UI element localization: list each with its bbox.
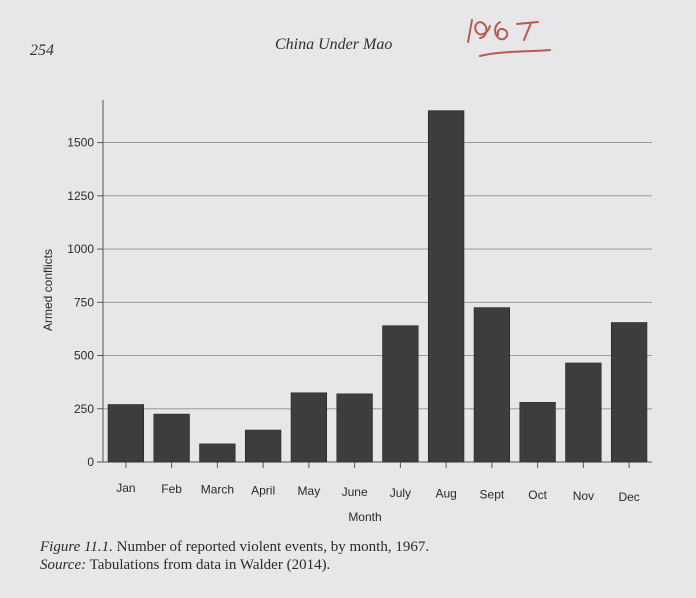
- x-tick-label: Dec: [618, 490, 639, 504]
- caption: Figure 11.1. Number of reported violent …: [40, 538, 660, 574]
- bar: [107, 404, 145, 463]
- y-tick-label: 1500: [67, 136, 94, 150]
- bar: [427, 110, 465, 463]
- running-head: China Under Mao: [275, 36, 393, 53]
- bars: [107, 110, 648, 463]
- x-tick-label: May: [298, 484, 321, 498]
- page-number: 254: [30, 42, 54, 59]
- bar: [244, 429, 282, 463]
- figure-caption-text: Number of reported violent events, by mo…: [116, 539, 430, 555]
- x-tick-label: Sept: [480, 487, 505, 501]
- grid-lines: [103, 142, 652, 410]
- bar: [336, 393, 373, 463]
- bar: [473, 307, 511, 463]
- bar: [565, 362, 602, 463]
- source-caption-text: Tabulations from data in Walder (2014).: [89, 557, 331, 573]
- bar: [382, 325, 419, 463]
- y-tick-label: 1250: [67, 189, 94, 203]
- handwritten-note: [467, 19, 551, 57]
- y-tick-label: 0: [87, 455, 94, 469]
- x-tick-label: March: [201, 483, 234, 497]
- x-tick-label: Oct: [528, 488, 547, 502]
- x-tick-label: July: [390, 486, 411, 500]
- x-tick-label: Jan: [116, 481, 135, 495]
- figure-label: Figure 11.1.: [40, 539, 113, 555]
- bar: [153, 413, 190, 463]
- y-tick-label: 750: [74, 295, 94, 309]
- x-tick-label: June: [342, 485, 368, 499]
- figure-caption-line: Figure 11.1. Number of reported violent …: [40, 538, 660, 556]
- y-tick-label: 1000: [67, 242, 94, 256]
- bar: [610, 322, 648, 463]
- y-axis: 0 250 500 750 1000 1250 1500: [67, 100, 104, 469]
- bar: [199, 443, 236, 463]
- y-axis-title: Armed conflicts: [41, 249, 55, 331]
- x-tick-label: Feb: [161, 482, 182, 496]
- bar: [519, 402, 556, 463]
- source-caption-line: Source: Tabulations from data in Walder …: [40, 556, 660, 574]
- y-tick-label: 500: [74, 349, 94, 363]
- x-tick-label: Nov: [573, 489, 594, 503]
- x-tick-label: Aug: [435, 487, 456, 501]
- x-tick-label: April: [251, 483, 275, 497]
- y-tick-label: 250: [74, 402, 94, 416]
- bar: [290, 392, 328, 463]
- source-label: Source:: [40, 557, 87, 573]
- x-axis: Jan Feb March April May June July Aug Sept Oct Nov…: [103, 461, 652, 504]
- x-axis-title: Month: [348, 510, 381, 524]
